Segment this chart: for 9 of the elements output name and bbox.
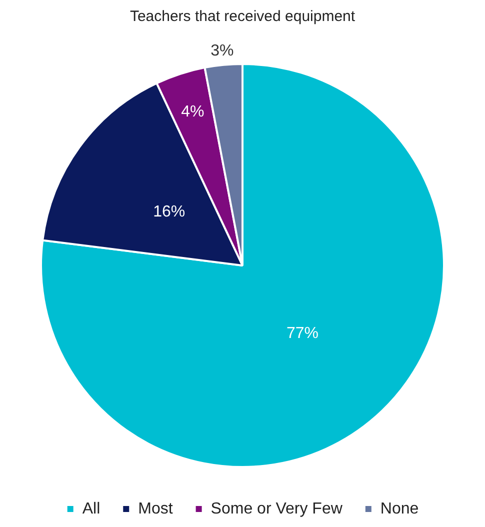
legend-label: None	[380, 500, 419, 518]
data-label: 16%	[153, 204, 186, 221]
legend-label: Most	[138, 500, 174, 518]
chart-title: Teachers that received equipment	[130, 8, 356, 26]
legend-label: Some or Very Few	[210, 500, 343, 518]
data-label: 3%	[210, 42, 234, 60]
data-label: 4%	[181, 104, 204, 121]
data-label: 77%	[286, 324, 318, 342]
legend-label: All	[82, 500, 100, 518]
